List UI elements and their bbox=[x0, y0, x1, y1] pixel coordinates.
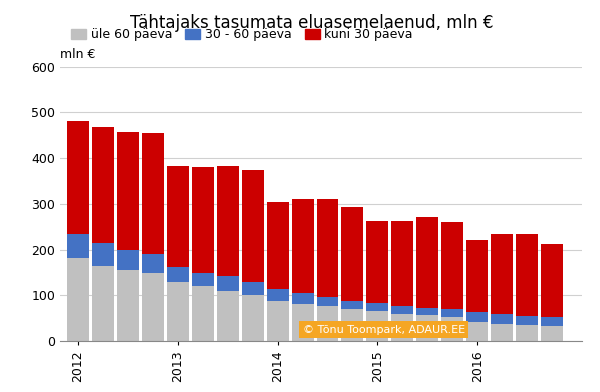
Bar bbox=[167, 281, 189, 341]
Bar bbox=[441, 222, 463, 309]
Bar bbox=[516, 325, 538, 341]
Bar bbox=[92, 127, 114, 243]
Bar bbox=[441, 317, 463, 341]
Bar bbox=[466, 322, 488, 341]
Legend: üle 60 päeva, 30 - 60 päeva, kuni 30 päeva: üle 60 päeva, 30 - 60 päeva, kuni 30 päe… bbox=[66, 24, 418, 47]
Bar bbox=[341, 309, 364, 341]
Bar bbox=[541, 327, 563, 341]
Bar bbox=[117, 270, 139, 341]
Bar bbox=[317, 306, 338, 341]
Bar bbox=[292, 199, 314, 294]
Bar bbox=[317, 297, 338, 306]
Bar bbox=[266, 301, 289, 341]
Bar bbox=[117, 250, 139, 270]
Bar bbox=[67, 234, 89, 258]
Text: © Tõnu Toompark, ADAUR.EE: © Tõnu Toompark, ADAUR.EE bbox=[302, 325, 464, 335]
Bar bbox=[416, 316, 438, 341]
Bar bbox=[516, 316, 538, 325]
Bar bbox=[266, 203, 289, 289]
Bar bbox=[541, 317, 563, 327]
Bar bbox=[491, 234, 513, 314]
Bar bbox=[491, 314, 513, 324]
Bar bbox=[292, 294, 314, 303]
Bar bbox=[391, 306, 413, 314]
Bar bbox=[192, 286, 214, 341]
Bar bbox=[391, 314, 413, 341]
Bar bbox=[67, 121, 89, 234]
Bar bbox=[142, 273, 164, 341]
Bar bbox=[167, 166, 189, 267]
Text: mln €: mln € bbox=[60, 48, 95, 61]
Bar bbox=[466, 312, 488, 322]
Bar bbox=[367, 303, 388, 311]
Bar bbox=[341, 301, 364, 309]
Bar bbox=[516, 234, 538, 316]
Bar bbox=[266, 289, 289, 301]
Bar bbox=[142, 133, 164, 254]
Bar bbox=[167, 267, 189, 281]
Bar bbox=[142, 254, 164, 273]
Bar bbox=[217, 166, 239, 276]
Bar bbox=[67, 258, 89, 341]
Bar bbox=[541, 244, 563, 317]
Bar bbox=[217, 291, 239, 341]
Bar bbox=[367, 311, 388, 341]
Bar bbox=[217, 276, 239, 291]
Text: Tähtajaks tasumata eluasemelaenud, mln €: Tähtajaks tasumata eluasemelaenud, mln € bbox=[130, 14, 494, 32]
Bar bbox=[242, 281, 263, 295]
Bar bbox=[341, 207, 364, 301]
Bar bbox=[92, 266, 114, 341]
Bar bbox=[192, 167, 214, 273]
Bar bbox=[192, 273, 214, 286]
Bar bbox=[441, 309, 463, 317]
Bar bbox=[242, 170, 263, 281]
Bar bbox=[391, 221, 413, 306]
Bar bbox=[242, 295, 263, 341]
Bar bbox=[317, 199, 338, 297]
Bar bbox=[416, 308, 438, 316]
Bar bbox=[117, 132, 139, 250]
Bar bbox=[466, 240, 488, 312]
Bar bbox=[292, 303, 314, 341]
Bar bbox=[416, 217, 438, 308]
Bar bbox=[491, 324, 513, 341]
Bar bbox=[367, 221, 388, 303]
Bar bbox=[92, 243, 114, 266]
